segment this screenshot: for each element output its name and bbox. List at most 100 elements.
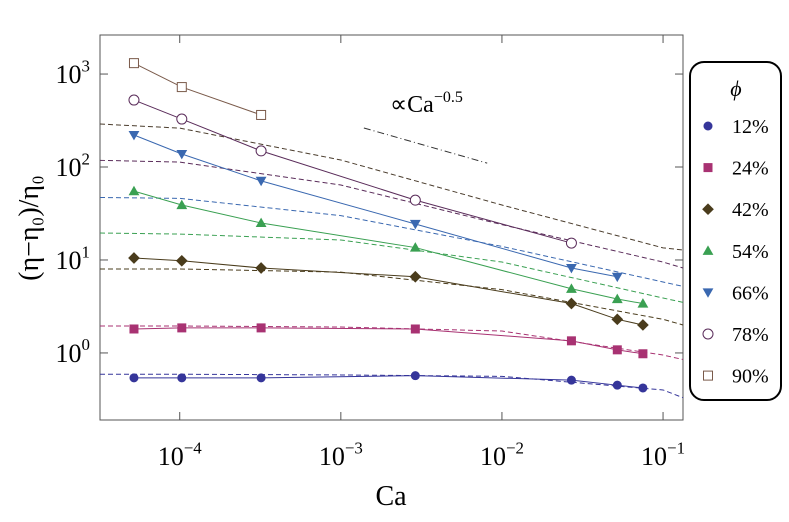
data-point [128, 94, 140, 106]
data-point [611, 272, 623, 283]
legend-label: 42% [732, 199, 769, 221]
data-point [566, 283, 577, 293]
legend-label: 66% [732, 282, 769, 304]
y-tick-label-base: 10 [56, 60, 82, 89]
y-axis-label: (η−η₀)/η₀ [14, 175, 45, 281]
y-tick-label-exponent: 3 [82, 56, 90, 75]
data-point [255, 145, 267, 157]
data-point [256, 323, 266, 333]
fit-curve [99, 159, 684, 269]
y-tick-label-base: 10 [56, 339, 82, 368]
data-point [176, 149, 188, 160]
y-tick-label: 100 [56, 335, 90, 368]
annotation: ∝Ca−0.5 [390, 89, 463, 118]
data-point [128, 252, 140, 264]
data-point [611, 313, 624, 326]
legend-label: 78% [732, 324, 769, 346]
data-point [612, 345, 622, 355]
series-line [133, 327, 643, 355]
data-point [566, 263, 577, 274]
data-point [565, 297, 578, 310]
y-tick-label: 103 [56, 56, 90, 89]
x-tick-label: 10−3 [319, 438, 363, 471]
data-point [409, 194, 421, 206]
y-tick-label: 102 [56, 149, 90, 182]
x-tick-label-base: 10 [641, 442, 667, 471]
y-tick-label-exponent: 0 [82, 335, 90, 354]
x-tick-label-base: 10 [480, 442, 506, 471]
data-point [128, 58, 139, 69]
fit-curve [99, 123, 684, 251]
fit-curve [99, 232, 684, 303]
data-point [129, 373, 139, 383]
y-tick-label-exponent: 1 [82, 242, 90, 261]
data-point [129, 324, 139, 334]
data-point [256, 373, 266, 383]
data-point [177, 373, 187, 383]
data-point [409, 242, 421, 252]
legend-label: 12% [732, 116, 769, 138]
legend-label: 90% [732, 366, 769, 388]
data-point [128, 185, 140, 196]
legend-marker [702, 245, 714, 255]
data-point [637, 319, 649, 331]
x-tick-label-base: 10 [158, 442, 184, 471]
legend-title: ϕ [730, 76, 741, 101]
series-line [133, 257, 644, 326]
data-point [638, 349, 648, 359]
legend-marker [703, 121, 713, 131]
x-axis-label: Ca [375, 481, 407, 512]
legend-marker [703, 163, 713, 173]
data-point [410, 371, 420, 381]
x-tick-label-exponent: −2 [506, 438, 524, 457]
y-tick-label-base: 10 [56, 153, 82, 182]
data-point [638, 383, 648, 393]
data-point [612, 380, 622, 390]
x-tick-label: 10−4 [158, 438, 203, 471]
series-line [133, 134, 618, 278]
fit-curve [100, 325, 684, 360]
data-point [255, 217, 267, 228]
x-tick-label: 10−1 [641, 438, 685, 471]
x-tick-label-exponent: −3 [345, 438, 363, 457]
legend-box [689, 61, 782, 401]
series-line [133, 190, 644, 305]
data-point [566, 375, 576, 385]
data-point [409, 270, 422, 283]
x-tick-label-exponent: −4 [184, 438, 203, 457]
data-point [409, 219, 421, 230]
legend-marker [702, 203, 714, 216]
data-point [256, 109, 267, 120]
data-point [565, 237, 577, 249]
data-point [176, 199, 188, 210]
data-point [176, 82, 187, 93]
annotation-text: ∝Ca [390, 92, 434, 118]
data-point [255, 176, 267, 187]
fit-curve [100, 268, 684, 326]
y-tick-label-base: 10 [56, 246, 82, 275]
x-tick-label-exponent: −1 [667, 438, 685, 457]
data-point [175, 254, 188, 267]
legend-marker [702, 288, 714, 298]
data-point [611, 293, 623, 304]
series-line [133, 99, 572, 244]
x-tick-label: 10−2 [480, 438, 524, 471]
data-point [566, 336, 576, 346]
fit-curve [99, 196, 684, 287]
data-point [177, 323, 187, 333]
data-point [255, 262, 267, 274]
legend-marker [702, 328, 714, 340]
data-point [410, 324, 420, 334]
data-point [128, 130, 140, 141]
slope-guide [363, 127, 488, 164]
legend-label: 54% [732, 241, 769, 263]
legend-marker [703, 370, 713, 381]
legend-label: 24% [732, 158, 769, 180]
plot-frame [99, 34, 684, 421]
y-tick-label-exponent: 2 [82, 149, 90, 168]
data-point [176, 113, 188, 125]
annotation-exponent: −0.5 [434, 89, 463, 106]
y-tick-label: 101 [56, 242, 90, 275]
